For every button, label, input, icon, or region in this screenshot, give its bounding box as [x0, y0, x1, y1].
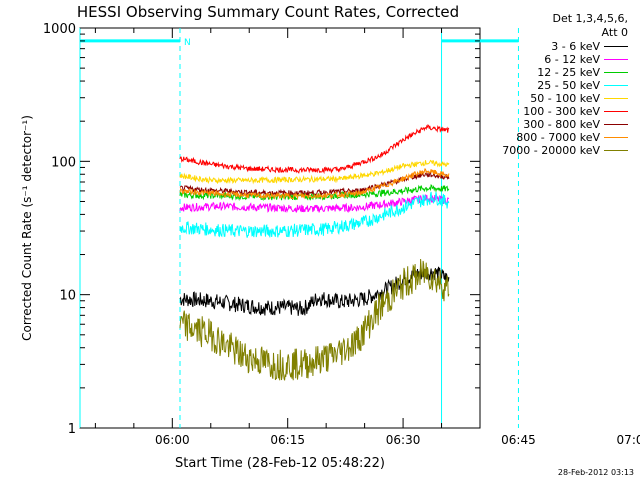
legend-swatch	[604, 72, 628, 73]
series-line-1	[179, 194, 450, 214]
legend-swatch	[604, 59, 628, 60]
legend-swatch	[604, 85, 628, 86]
legend-swatch	[604, 46, 628, 47]
y-tick-label: 1	[68, 422, 76, 437]
legend-entry-label: 12 - 25 keV	[537, 66, 600, 79]
legend-entry-label: 3 - 6 keV	[551, 40, 600, 53]
night-flag-label: N	[184, 38, 191, 48]
legend-entry: 300 - 800 keV	[478, 118, 630, 131]
legend-entry-label: 100 - 300 keV	[523, 105, 600, 118]
legend-entry: 6 - 12 keV	[478, 53, 630, 66]
y-axis-label: Corrected Count Rate (s⁻¹ detector⁻¹)	[20, 115, 34, 341]
y-tick-label: 100	[51, 155, 76, 170]
series-line-3	[179, 191, 450, 238]
legend: Det 1,3,4,5,6, Att 0 3 - 6 keV 6 - 12 keV…	[478, 12, 630, 157]
legend-entry: 100 - 300 keV	[478, 105, 630, 118]
legend-swatch	[604, 137, 628, 138]
y-tick-label: 1000	[43, 22, 76, 37]
legend-entry: 3 - 6 keV	[478, 40, 630, 53]
x-tick-label: 06:00	[155, 433, 190, 447]
series-line-2	[179, 184, 450, 202]
plot-timestamp: 28-Feb-2012 03:13	[557, 468, 634, 477]
legend-swatch	[604, 111, 628, 112]
legend-header-attenuator: Att 0	[601, 26, 628, 39]
legend-entry-label: 25 - 50 keV	[537, 79, 600, 92]
series-line-4	[179, 159, 450, 185]
x-tick-label: 07:00	[617, 433, 640, 447]
legend-swatch	[604, 124, 628, 125]
series-line-5	[179, 123, 450, 175]
chart-title: HESSI Observing Summary Count Rates, Cor…	[77, 3, 459, 21]
plot-area: N110100100006:0006:1506:3006:4507:0007:1…	[43, 22, 640, 447]
legend-entry: 800 - 7000 keV	[478, 131, 630, 144]
x-tick-label: 06:30	[386, 433, 421, 447]
legend-entry-label: 7000 - 20000 keV	[502, 144, 600, 157]
y-tick-label: 10	[59, 289, 76, 304]
legend-rows: 3 - 6 keV 6 - 12 keV 12 - 25 keV 25 - 50 ke…	[478, 40, 630, 157]
legend-entry: 50 - 100 keV	[478, 92, 630, 105]
x-axis-label: Start Time (28-Feb-12 05:48:22)	[175, 456, 385, 471]
series-line-0	[179, 266, 450, 316]
series-line-7	[179, 168, 450, 201]
legend-entry-label: 800 - 7000 keV	[516, 131, 600, 144]
legend-entry-label: 6 - 12 keV	[544, 53, 600, 66]
series-line-8	[179, 258, 450, 381]
legend-swatch	[604, 150, 628, 151]
legend-swatch	[604, 98, 628, 99]
legend-header-detectors: Det 1,3,4,5,6,	[552, 12, 628, 25]
legend-entry: 12 - 25 keV	[478, 66, 630, 79]
legend-entry: 7000 - 20000 keV	[478, 144, 630, 157]
x-tick-label: 06:45	[501, 433, 536, 447]
legend-entry: 25 - 50 keV	[478, 79, 630, 92]
x-tick-label: 06:15	[270, 433, 305, 447]
legend-entry-label: 50 - 100 keV	[530, 92, 600, 105]
legend-entry-label: 300 - 800 keV	[523, 118, 600, 131]
